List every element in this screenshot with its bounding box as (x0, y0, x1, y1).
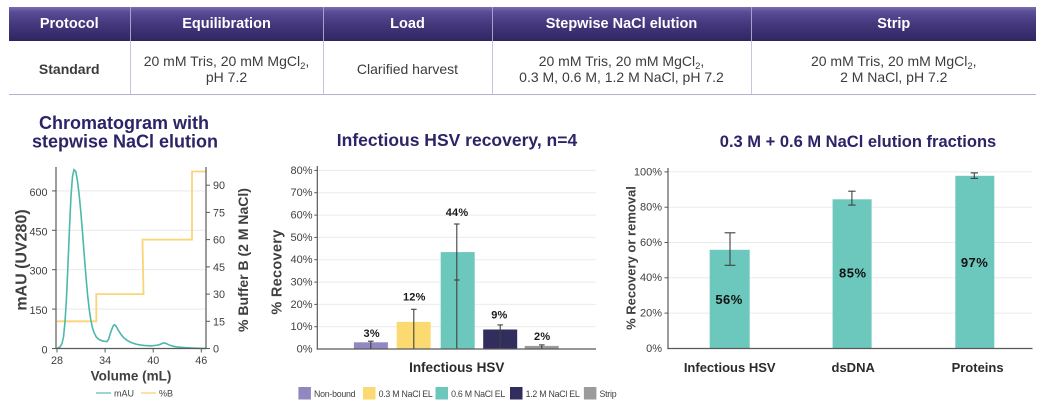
svg-text:70%: 70% (290, 187, 312, 199)
svg-text:80%: 80% (640, 202, 662, 214)
svg-text:0: 0 (41, 345, 47, 357)
svg-text:0%: 0% (297, 344, 313, 356)
svg-text:50%: 50% (290, 232, 312, 244)
svg-text:300: 300 (29, 266, 47, 278)
svg-text:2%: 2% (534, 331, 550, 343)
svg-text:3%: 3% (364, 328, 380, 340)
svg-text:450: 450 (29, 226, 47, 238)
svg-text:%B: %B (159, 389, 173, 399)
svg-text:Proteins: Proteins (952, 360, 1004, 375)
svg-text:% Recovery or removal: % Recovery or removal (624, 186, 639, 330)
svg-text:28: 28 (51, 355, 63, 367)
svg-text:60%: 60% (290, 210, 312, 222)
svg-text:40%: 40% (640, 272, 662, 284)
svg-text:30: 30 (213, 289, 225, 301)
svg-text:0.6 M NaCl EL: 0.6 M NaCl EL (451, 389, 505, 399)
svg-text:stepwise NaCl elution: stepwise NaCl elution (32, 132, 218, 152)
svg-text:20%: 20% (290, 299, 312, 311)
svg-text:0: 0 (213, 344, 219, 356)
svg-text:85%: 85% (839, 266, 867, 281)
svg-text:60: 60 (213, 235, 225, 247)
svg-text:40: 40 (147, 355, 159, 367)
svg-text:44%: 44% (446, 207, 469, 219)
svg-text:12%: 12% (403, 291, 426, 303)
svg-text:34: 34 (99, 355, 111, 367)
svg-text:0.3 M + 0.6 M NaCl elution fra: 0.3 M + 0.6 M NaCl elution fractions (720, 133, 996, 151)
svg-text:97%: 97% (961, 255, 989, 270)
svg-text:46: 46 (195, 355, 207, 367)
svg-text:600: 600 (29, 187, 47, 199)
svg-text:20%: 20% (640, 308, 662, 320)
svg-text:60%: 60% (640, 237, 662, 249)
svg-text:Infectious HSV: Infectious HSV (684, 360, 776, 375)
svg-text:mAU: mAU (114, 389, 134, 399)
svg-text:0.3 M NaCl EL: 0.3 M NaCl EL (379, 389, 433, 399)
svg-text:0%: 0% (646, 343, 662, 355)
svg-text:% Recovery: % Recovery (269, 229, 285, 314)
svg-text:Chromatogram with: Chromatogram with (39, 113, 209, 133)
svg-text:80%: 80% (290, 165, 312, 177)
svg-text:Strip: Strip (600, 389, 617, 399)
svg-text:90: 90 (213, 180, 225, 192)
svg-text:150: 150 (29, 305, 47, 317)
svg-text:Infectious HSV: Infectious HSV (409, 360, 504, 375)
svg-text:56%: 56% (715, 292, 743, 307)
svg-text:Volume (mL): Volume (mL) (91, 369, 172, 384)
svg-text:15: 15 (213, 316, 225, 328)
svg-text:dsDNA: dsDNA (832, 360, 876, 375)
svg-text:75: 75 (213, 207, 225, 219)
svg-text:100%: 100% (634, 166, 662, 178)
svg-text:10%: 10% (290, 321, 312, 333)
svg-text:mAU (UV280): mAU (UV280) (14, 209, 31, 310)
svg-text:Infectious HSV recovery, n=4: Infectious HSV recovery, n=4 (337, 130, 578, 150)
svg-text:45: 45 (213, 262, 225, 274)
svg-text:1.2 M NaCl EL: 1.2 M NaCl EL (526, 389, 580, 399)
svg-text:Non-bound: Non-bound (314, 389, 356, 399)
svg-text:9%: 9% (491, 310, 507, 322)
svg-text:30%: 30% (290, 277, 312, 289)
svg-text:40%: 40% (290, 254, 312, 266)
svg-text:% Buffer B (2 M NaCl): % Buffer B (2 M NaCl) (235, 188, 251, 332)
